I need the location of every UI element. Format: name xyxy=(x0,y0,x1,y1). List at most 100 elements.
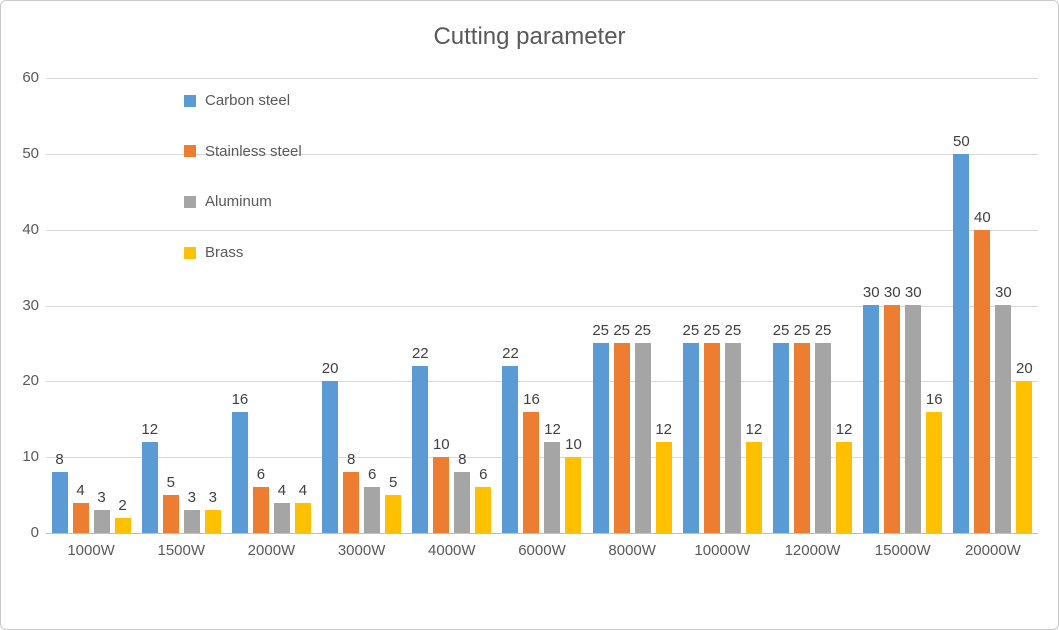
data-label: 25 xyxy=(772,322,790,339)
bar-stainless-steel: 16 xyxy=(523,391,540,533)
gridline xyxy=(46,457,1038,458)
data-label: 25 xyxy=(634,322,651,339)
gridline xyxy=(46,306,1038,307)
gridline xyxy=(46,78,1038,79)
bar-brass: 20 xyxy=(1016,360,1033,533)
legend-swatch-icon xyxy=(184,94,196,107)
legend-swatch-icon xyxy=(184,195,196,208)
data-label: 50 xyxy=(953,133,970,150)
data-label: 4 xyxy=(298,482,308,499)
bar-stainless-steel: 5 xyxy=(162,474,179,533)
bar-stainless-steel: 40 xyxy=(974,209,991,533)
data-label: 25 xyxy=(613,322,630,339)
bar-stainless-steel: 4 xyxy=(72,482,89,533)
bar-brass: 12 xyxy=(836,421,852,533)
data-label: 2 xyxy=(118,497,127,514)
bar-group: 12 5 3 3 xyxy=(136,78,226,533)
legend-swatch-icon xyxy=(184,145,196,158)
x-axis-tick-label: 6000W xyxy=(518,542,566,559)
x-axis-tick-label: 15000W xyxy=(874,542,931,559)
bar-aluminum: 8 xyxy=(454,451,471,533)
bar-aluminum: 30 xyxy=(905,284,922,533)
gridline xyxy=(46,381,1038,382)
data-label: 12 xyxy=(745,421,763,438)
bar-carbon-steel: 50 xyxy=(953,133,970,533)
data-label: 22 xyxy=(502,345,519,362)
data-label: 16 xyxy=(925,391,943,408)
bar-stainless-steel: 25 xyxy=(613,322,630,533)
bar-stainless-steel: 25 xyxy=(704,322,720,533)
bar-group: 22 10 8 6 xyxy=(407,78,497,533)
bar-carbon-steel: 22 xyxy=(412,345,429,533)
y-axis-tick-label: 50 xyxy=(22,145,39,162)
bar-group: 20 8 6 5 xyxy=(317,78,407,533)
bar-aluminum: 30 xyxy=(995,284,1012,533)
data-label: 30 xyxy=(904,284,922,301)
data-label: 16 xyxy=(231,391,249,408)
data-label: 30 xyxy=(883,284,901,301)
data-label: 25 xyxy=(592,322,609,339)
data-label: 12 xyxy=(655,421,672,438)
data-label: 16 xyxy=(523,391,540,408)
bar-group: 22 16 12 10 xyxy=(497,78,587,533)
data-label: 8 xyxy=(458,451,467,468)
bar-group: 50 40 30 20 xyxy=(948,78,1038,533)
data-label: 6 xyxy=(256,466,266,483)
x-axis-tick-label: 1000W xyxy=(67,542,115,559)
data-label: 25 xyxy=(814,322,832,339)
bar-aluminum: 12 xyxy=(544,421,561,533)
legend: Carbon steel Stainless steel Aluminum Brass xyxy=(184,1,344,301)
bar-carbon-steel: 25 xyxy=(683,322,699,533)
data-label: 20 xyxy=(1016,360,1033,377)
bar-brass: 12 xyxy=(746,421,762,533)
bar-brass: 5 xyxy=(385,474,402,533)
bar-group: 25 25 25 12 xyxy=(587,78,677,533)
x-axis-line xyxy=(46,533,1038,534)
x-axis-tick-label: 4000W xyxy=(428,542,476,559)
bar-carbon-steel: 22 xyxy=(502,345,519,533)
data-label: 30 xyxy=(862,284,880,301)
data-label: 6 xyxy=(479,466,488,483)
bar-brass: 2 xyxy=(114,497,131,533)
bar-group: 30 30 30 16 xyxy=(858,78,948,533)
y-axis-tick-label: 40 xyxy=(22,221,39,238)
x-axis-tick-label: 3000W xyxy=(337,542,386,559)
y-axis-tick-label: 30 xyxy=(22,297,39,314)
x-axis-tick-label: 1500W xyxy=(157,542,206,559)
chart-title: Cutting parameter xyxy=(433,23,626,50)
legend-item-aluminum: Aluminum xyxy=(184,193,272,210)
bar-brass: 16 xyxy=(926,391,943,533)
bar-brass: 6 xyxy=(475,466,492,533)
x-axis-tick-label: 10000W xyxy=(694,542,751,559)
data-label: 5 xyxy=(166,474,175,491)
data-label: 12 xyxy=(141,421,159,438)
data-label: 25 xyxy=(793,322,811,339)
gridline xyxy=(46,230,1038,231)
data-label: 40 xyxy=(974,209,991,226)
data-label: 3 xyxy=(97,489,106,506)
x-axis-tick-label: 12000W xyxy=(784,542,841,559)
data-label: 10 xyxy=(565,436,582,453)
bar-stainless-steel: 8 xyxy=(343,451,360,533)
data-label: 10 xyxy=(432,436,450,453)
bar-carbon-steel: 8 xyxy=(51,451,68,533)
bar-group: 25 25 25 12 xyxy=(767,78,857,533)
x-axis-tick-label: 20000W xyxy=(964,542,1021,559)
x-axis-tick-label: 8000W xyxy=(608,542,656,559)
data-label: 22 xyxy=(411,345,429,362)
x-axis-tick-label: 2000W xyxy=(247,542,296,559)
legend-label: Stainless steel xyxy=(205,142,302,160)
gridline xyxy=(46,154,1038,155)
bar-brass: 12 xyxy=(655,421,672,533)
data-label: 4 xyxy=(76,482,85,499)
bar-carbon-steel: 16 xyxy=(232,391,248,533)
bar-carbon-steel: 25 xyxy=(592,322,609,533)
bar-stainless-steel: 25 xyxy=(794,322,810,533)
bar-aluminum: 4 xyxy=(273,482,290,533)
data-label: 8 xyxy=(55,451,64,468)
data-label: 25 xyxy=(703,322,721,339)
bar-carbon-steel: 25 xyxy=(773,322,789,533)
